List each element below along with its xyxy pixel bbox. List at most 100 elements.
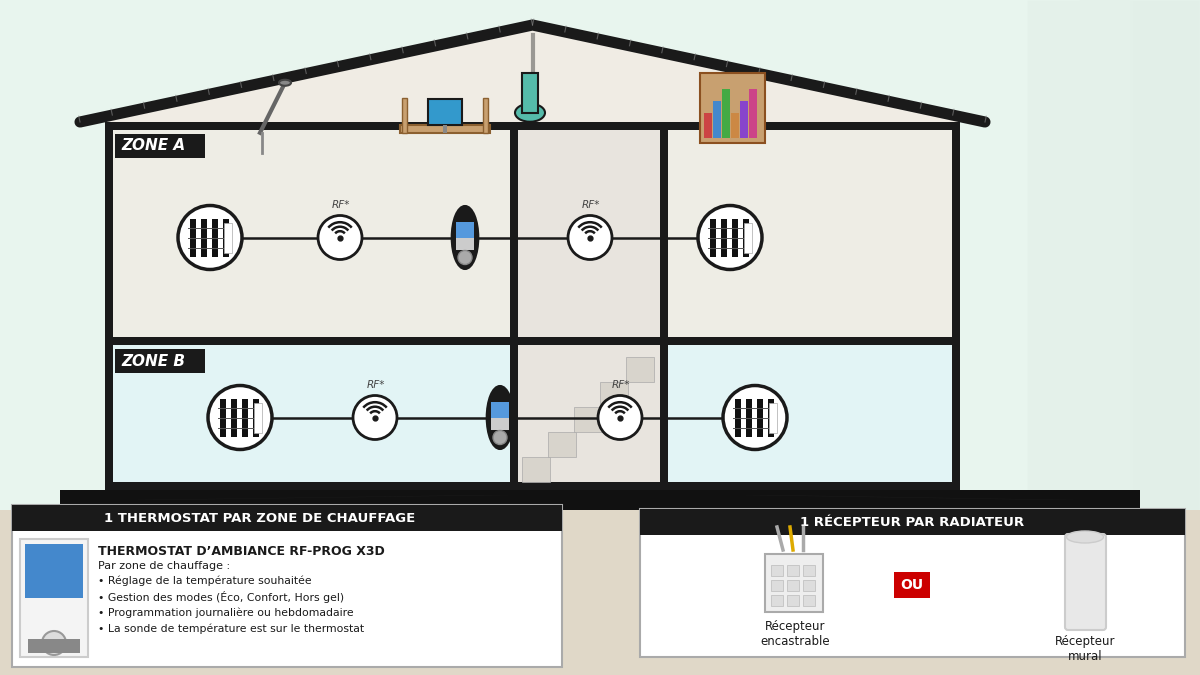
Bar bbox=[710, 219, 716, 256]
Bar bbox=[700, 73, 766, 142]
Bar bbox=[400, 125, 490, 133]
Bar bbox=[640, 509, 1186, 535]
Bar bbox=[113, 130, 952, 337]
Bar bbox=[734, 398, 742, 437]
FancyBboxPatch shape bbox=[12, 505, 562, 667]
Bar bbox=[0, 510, 1200, 675]
Bar bbox=[456, 221, 474, 238]
Bar bbox=[787, 595, 799, 606]
Bar bbox=[766, 554, 823, 612]
Polygon shape bbox=[130, 495, 516, 500]
Bar bbox=[106, 130, 113, 490]
Bar bbox=[772, 565, 784, 576]
Ellipse shape bbox=[1067, 531, 1104, 543]
Text: • La sonde de température est sur le thermostat: • La sonde de température est sur le the… bbox=[98, 623, 364, 634]
Ellipse shape bbox=[515, 104, 545, 122]
Bar bbox=[600, 382, 628, 407]
Text: RF*: RF* bbox=[582, 200, 600, 211]
Bar bbox=[20, 539, 88, 657]
Bar bbox=[80, 490, 1120, 504]
Circle shape bbox=[208, 385, 272, 450]
FancyBboxPatch shape bbox=[1066, 534, 1106, 630]
Circle shape bbox=[318, 215, 362, 259]
FancyBboxPatch shape bbox=[640, 509, 1186, 657]
Bar bbox=[721, 219, 727, 256]
Bar bbox=[115, 134, 205, 158]
Bar bbox=[626, 357, 654, 382]
Bar bbox=[443, 125, 446, 133]
Bar bbox=[518, 130, 660, 482]
Text: OU: OU bbox=[900, 578, 924, 592]
Bar bbox=[743, 219, 749, 256]
Bar bbox=[731, 113, 739, 138]
Bar bbox=[757, 398, 763, 437]
Bar bbox=[803, 580, 815, 591]
Bar bbox=[704, 113, 712, 138]
Ellipse shape bbox=[278, 80, 292, 86]
Bar bbox=[732, 219, 738, 256]
Bar bbox=[230, 398, 238, 437]
Ellipse shape bbox=[452, 207, 478, 268]
Bar bbox=[25, 544, 83, 598]
Bar bbox=[713, 101, 721, 138]
Bar bbox=[803, 595, 815, 606]
Bar bbox=[60, 490, 1140, 510]
Bar bbox=[772, 595, 784, 606]
Polygon shape bbox=[739, 495, 1080, 500]
Bar bbox=[428, 99, 462, 125]
Circle shape bbox=[698, 205, 762, 269]
Bar bbox=[242, 398, 248, 437]
Text: Par zone de chauffage :: Par zone de chauffage : bbox=[98, 561, 230, 571]
Bar bbox=[212, 219, 218, 256]
Bar bbox=[491, 402, 509, 418]
Bar bbox=[952, 130, 960, 490]
Bar bbox=[402, 98, 407, 133]
Bar bbox=[787, 580, 799, 591]
Circle shape bbox=[353, 396, 397, 439]
Bar bbox=[113, 345, 952, 482]
Polygon shape bbox=[80, 25, 985, 122]
Bar bbox=[254, 402, 262, 433]
Text: 1 RÉCEPTEUR PAR RADIATEUR: 1 RÉCEPTEUR PAR RADIATEUR bbox=[800, 516, 1025, 529]
Bar bbox=[113, 122, 952, 125]
Bar bbox=[224, 223, 232, 252]
Bar bbox=[253, 398, 259, 437]
Bar bbox=[190, 219, 196, 256]
Text: ZONE A: ZONE A bbox=[121, 138, 185, 153]
Circle shape bbox=[458, 250, 472, 265]
Bar bbox=[491, 418, 509, 429]
Bar bbox=[744, 223, 752, 252]
Text: Récepteur
encastrable: Récepteur encastrable bbox=[760, 620, 830, 648]
Ellipse shape bbox=[487, 387, 512, 448]
Bar bbox=[202, 219, 208, 256]
Bar bbox=[106, 337, 960, 345]
Bar bbox=[456, 238, 474, 250]
Text: RF*: RF* bbox=[367, 381, 385, 391]
Bar bbox=[740, 101, 748, 138]
Bar bbox=[106, 482, 960, 490]
Text: RF*: RF* bbox=[612, 381, 630, 391]
Circle shape bbox=[178, 205, 242, 269]
Bar bbox=[522, 457, 550, 482]
Circle shape bbox=[42, 631, 66, 655]
Bar bbox=[574, 407, 602, 432]
Bar bbox=[106, 122, 960, 130]
Bar bbox=[220, 398, 226, 437]
Bar bbox=[660, 130, 668, 490]
Bar bbox=[768, 398, 774, 437]
Bar bbox=[722, 88, 730, 138]
Circle shape bbox=[722, 385, 787, 450]
Circle shape bbox=[568, 215, 612, 259]
Bar bbox=[95, 490, 1105, 498]
Circle shape bbox=[598, 396, 642, 439]
Bar bbox=[12, 505, 562, 531]
Text: 1 THERMOSTAT PAR ZONE DE CHAUFFAGE: 1 THERMOSTAT PAR ZONE DE CHAUFFAGE bbox=[104, 512, 415, 524]
Text: • Programmation journalière ou hebdomadaire: • Programmation journalière ou hebdomada… bbox=[98, 607, 354, 618]
Text: RF*: RF* bbox=[331, 200, 350, 211]
Bar bbox=[894, 572, 930, 598]
Bar bbox=[223, 219, 229, 256]
Bar bbox=[749, 88, 757, 138]
Bar bbox=[522, 73, 538, 113]
Text: • Réglage de la température souhaitée: • Réglage de la température souhaitée bbox=[98, 575, 312, 585]
Bar bbox=[482, 98, 488, 133]
